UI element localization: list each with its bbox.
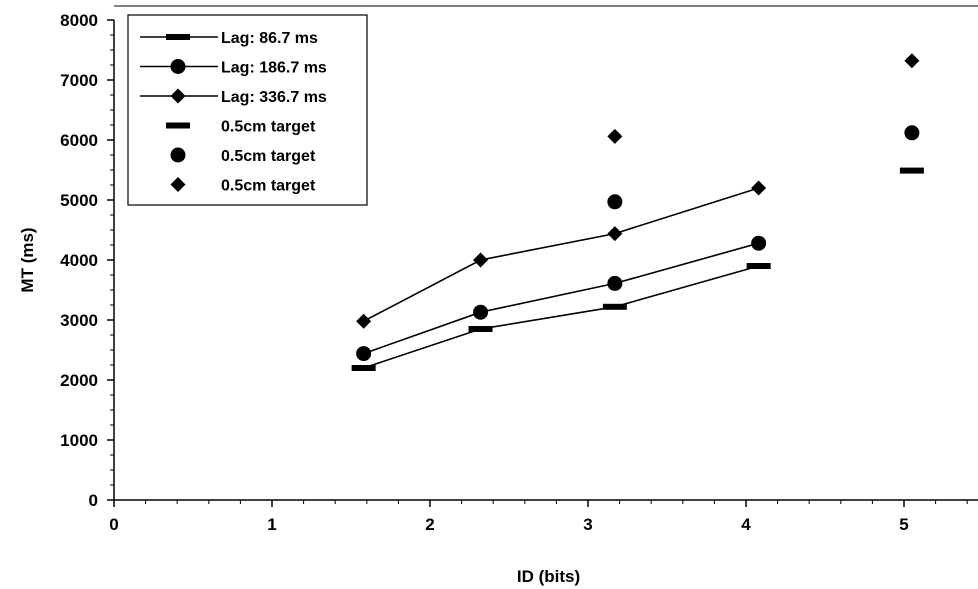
data-point-circle bbox=[904, 125, 919, 140]
x-tick-label: 1 bbox=[267, 515, 276, 534]
series-0 bbox=[352, 263, 771, 371]
x-tick-label: 0 bbox=[109, 515, 118, 534]
y-tick-label: 2000 bbox=[60, 371, 98, 390]
data-point-diamond bbox=[904, 53, 919, 68]
data-point-diamond bbox=[607, 129, 622, 144]
data-point-dash bbox=[603, 304, 627, 310]
series-line bbox=[364, 243, 759, 353]
legend-marker-dash bbox=[166, 34, 190, 40]
data-point-diamond bbox=[356, 314, 371, 329]
y-tick-label: 0 bbox=[89, 491, 98, 510]
x-tick-label: 4 bbox=[741, 515, 751, 534]
legend-marker-circle bbox=[171, 59, 186, 74]
data-point-dash bbox=[469, 326, 493, 332]
data-point-diamond bbox=[607, 226, 622, 241]
series-line bbox=[364, 188, 759, 321]
x-tick-label: 2 bbox=[425, 515, 434, 534]
legend-marker-circle bbox=[171, 148, 186, 163]
legend-label: Lag: 336.7 ms bbox=[221, 89, 327, 106]
series-layer bbox=[352, 53, 924, 371]
data-point-circle bbox=[607, 194, 622, 209]
series-line bbox=[364, 266, 759, 368]
series-3 bbox=[900, 168, 924, 174]
y-tick-label: 7000 bbox=[60, 71, 98, 90]
legend-label: 0.5cm target bbox=[221, 148, 316, 165]
x-tick-label: 3 bbox=[583, 515, 592, 534]
y-tick-label: 8000 bbox=[60, 11, 98, 30]
series-4 bbox=[607, 125, 919, 209]
y-tick-label: 4000 bbox=[60, 251, 98, 270]
data-point-circle bbox=[473, 305, 488, 320]
series-1 bbox=[356, 236, 766, 361]
data-point-circle bbox=[751, 236, 766, 251]
y-axis-label: MT (ms) bbox=[18, 227, 37, 292]
series-2 bbox=[356, 181, 766, 329]
series-5 bbox=[607, 53, 919, 144]
legend-label: Lag: 86.7 ms bbox=[221, 30, 318, 47]
y-tick-label: 6000 bbox=[60, 131, 98, 150]
legend: Lag: 86.7 ms Lag: 186.7 ms Lag: 336.7 ms 0.… bbox=[128, 15, 367, 205]
y-tick-label: 1000 bbox=[60, 431, 98, 450]
data-point-dash bbox=[352, 365, 376, 371]
data-point-circle bbox=[356, 346, 371, 361]
x-axis-label: ID (bits) bbox=[517, 567, 580, 586]
data-point-diamond bbox=[751, 181, 766, 196]
y-tick-label: 3000 bbox=[60, 311, 98, 330]
data-point-dash bbox=[747, 263, 771, 269]
data-point-diamond bbox=[473, 253, 488, 268]
data-point-dash bbox=[900, 168, 924, 174]
legend-label: 0.5cm target bbox=[221, 178, 316, 195]
legend-marker-dash bbox=[166, 123, 190, 129]
y-tick-label: 5000 bbox=[60, 191, 98, 210]
x-tick-label: 5 bbox=[899, 515, 908, 534]
data-point-circle bbox=[607, 276, 622, 291]
legend-label: 0.5cm target bbox=[221, 119, 316, 136]
legend-label: Lag: 186.7 ms bbox=[221, 60, 327, 77]
